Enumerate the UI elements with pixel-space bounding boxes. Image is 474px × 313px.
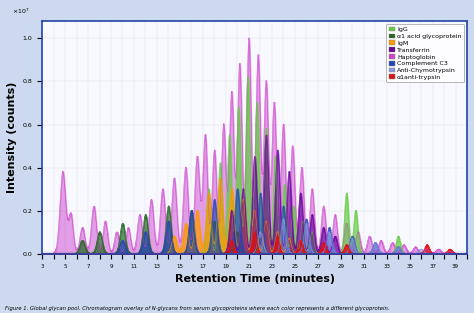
Legend: IgG, α1 acid glycoprotein, IgM, Transferrin, Haptoglobin, Complement C3, Anti-Ch: IgG, α1 acid glycoprotein, IgM, Transfer… bbox=[386, 24, 464, 82]
X-axis label: Retention Time (minutes): Retention Time (minutes) bbox=[174, 274, 335, 284]
Text: $\times10^7$: $\times10^7$ bbox=[12, 7, 30, 16]
Text: Figure 1. Global glycan pool. Chromatogram overlay of N-glycans from serum glyco: Figure 1. Global glycan pool. Chromatogr… bbox=[5, 306, 389, 311]
Y-axis label: Intensity (counts): Intensity (counts) bbox=[7, 82, 17, 193]
